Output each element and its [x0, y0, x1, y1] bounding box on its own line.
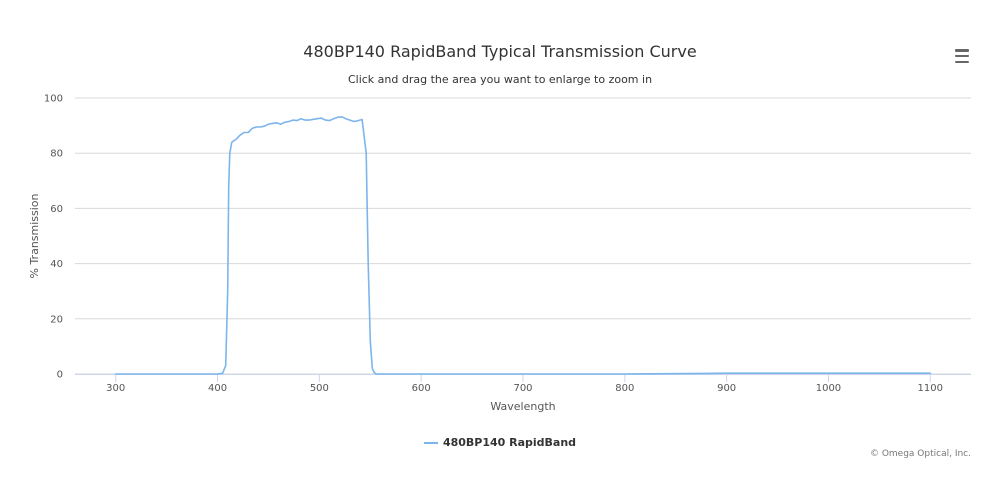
hamburger-menu-icon-bar: [955, 54, 969, 58]
x-axis-title: Wavelength: [490, 400, 555, 413]
y-tick-label: 60: [50, 204, 63, 215]
credits-link[interactable]: © Omega Optical, Inc.: [869, 449, 971, 459]
chart-context-menu-button[interactable]: [950, 46, 974, 66]
x-tick-label: 300: [106, 383, 125, 394]
series-line[interactable]: [114, 116, 932, 375]
hamburger-menu-icon: [955, 49, 969, 52]
grid-lines: [75, 97, 971, 375]
x-tick-label: 900: [717, 383, 736, 394]
x-tick-label: 500: [310, 383, 329, 394]
legend: 480BP140 RapidBand: [0, 436, 1000, 449]
y-axis: 0 20 40 60 80 100: [44, 94, 63, 381]
x-tick-label: 400: [208, 383, 227, 394]
x-tick-label: 700: [513, 383, 532, 394]
y-tick-label: 40: [50, 259, 63, 270]
x-tick-label: 800: [615, 383, 634, 394]
x-tick-label: 600: [412, 383, 431, 394]
chart-title: 480BP140 RapidBand Typical Transmission …: [303, 42, 697, 61]
legend-line-swatch: [423, 441, 438, 444]
legend-label: 480BP140 RapidBand: [442, 436, 577, 449]
x-tick-label: 1100: [918, 383, 943, 394]
chart-subtitle: Click and drag the area you want to enla…: [347, 73, 653, 86]
y-axis-title: % Transmission: [28, 193, 41, 278]
x-axis: 300 400 500 600 700 800 900 1000 1100: [75, 374, 971, 394]
y-tick-label: 100: [44, 94, 63, 105]
hamburger-menu-icon-bar: [955, 60, 969, 63]
y-tick-label: 20: [50, 314, 63, 325]
legend-item[interactable]: 480BP140 RapidBand: [423, 436, 577, 449]
y-tick-label: 80: [50, 149, 63, 160]
series-group: [114, 116, 932, 375]
x-tick-label: 1000: [816, 383, 841, 394]
y-tick-label: 0: [57, 370, 63, 381]
